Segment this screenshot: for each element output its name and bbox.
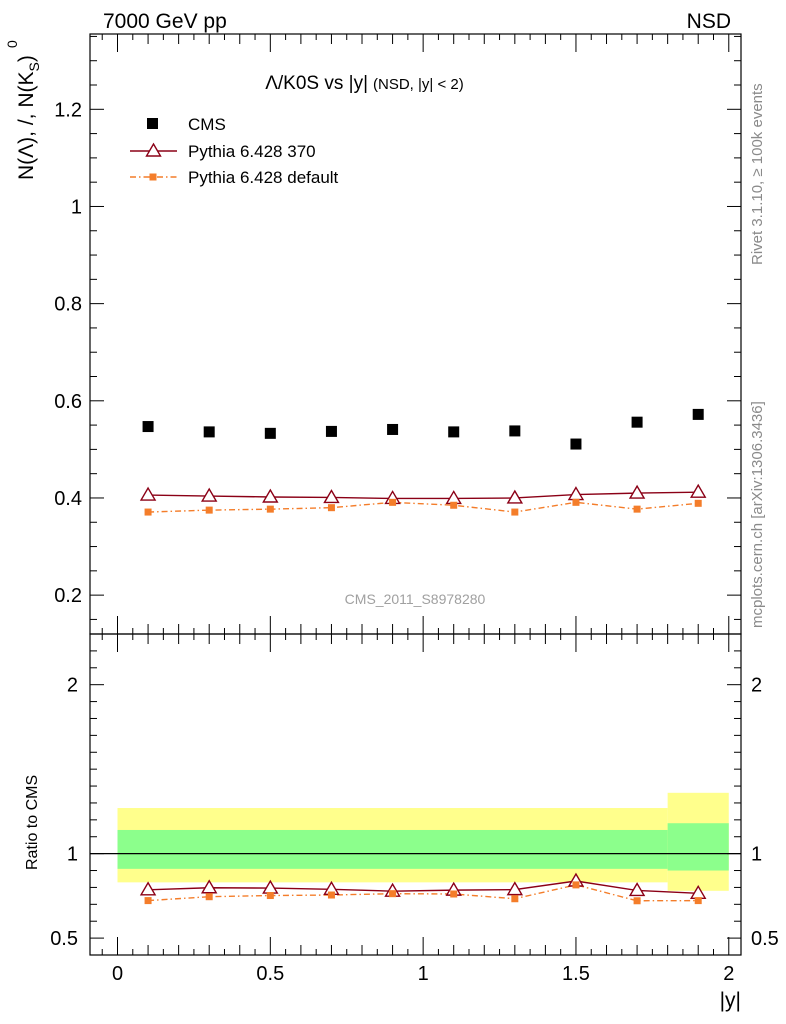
pythia-default-point: [450, 501, 458, 509]
cms-data-point: [142, 421, 154, 433]
main-title: Λ/K0S vs |y|: [265, 73, 368, 94]
ratio-plot-marks: [90, 792, 741, 905]
ratio-pythia-default-point: [389, 890, 397, 898]
rivet-version-label: Rivet 3.1.10, ≥ 100k events: [749, 83, 766, 265]
pythia-370-point: [567, 486, 585, 501]
legend-marker-pythia-default: [149, 173, 157, 181]
ratio-y-tick-label-right: 0.5: [751, 928, 779, 950]
main-title-suffix: (NSD, |y| < 2): [373, 76, 464, 93]
ratio-pythia-default-point: [511, 895, 519, 903]
ratio-pythia-default-point: [144, 897, 152, 905]
ratio-y-tick-label-right: 1: [751, 844, 762, 866]
ratio-pythia-default-point: [450, 890, 458, 898]
pythia-370-point: [200, 487, 218, 502]
ratio-y-tick-label: 2: [67, 675, 78, 697]
header-process-label: NSD: [687, 10, 731, 33]
pythia-370-point: [689, 483, 707, 498]
ratio-pythia-370-line: [148, 880, 699, 895]
ratio-y-tick-label: 0.5: [50, 928, 78, 950]
ratio-pythia-default-point: [327, 891, 335, 899]
pythia-default-point: [205, 506, 213, 514]
ratio-pythia-370-point: [628, 882, 646, 897]
main-y-tick-label: 0.4: [54, 488, 82, 510]
pythia-default-point: [144, 508, 152, 516]
main-y-axis-label-close: ): [15, 55, 38, 62]
x-tick-label: 0.5: [256, 963, 284, 985]
pythia-default-point: [572, 498, 580, 506]
ratio-pythia-default-point: [572, 881, 580, 889]
legend-label-pythia-default: Pythia 6.428 default: [188, 168, 339, 187]
ratio-panel-frame: [89, 633, 742, 956]
ratio-y-axis-label: Ratio to CMS: [24, 775, 41, 870]
ratio-pythia-default-point: [694, 897, 702, 905]
cms-data-point: [387, 423, 399, 435]
pythia-default-point: [327, 504, 335, 512]
legend-marker-cms: [147, 118, 158, 129]
pythia-370-point: [506, 489, 524, 504]
ratio-uncertainty-band-inner: [667, 823, 729, 871]
x-tick-label: 1: [418, 963, 429, 985]
pythia-default-point: [389, 498, 397, 506]
main-y-tick-label: 1: [71, 196, 82, 218]
ratio-pythia-default-line: [148, 884, 699, 902]
x-tick-label: 2: [723, 963, 734, 985]
cms-data-point: [692, 408, 704, 420]
legend-label-pythia-370: Pythia 6.428 370: [188, 142, 316, 161]
legend-marker-pythia-370: [145, 142, 162, 157]
main-y-tick-label: 0.8: [54, 294, 82, 316]
ratio-x-ticks: 0 0.5 1 1.5 2: [101, 634, 734, 985]
main-y-axis-label: N(Λ), /, N(KS): [15, 55, 42, 180]
header-energy-label: 7000 GeV pp: [103, 10, 227, 33]
pythia-default-point: [266, 505, 274, 513]
main-title-text: Λ/K0S vs |y|: [265, 73, 368, 94]
pythia-370-point: [628, 484, 646, 499]
cms-data-point: [203, 426, 215, 438]
ratio-uncertainty-band-inner: [117, 829, 668, 869]
main-watermark: CMS_2011_S8978280: [345, 591, 486, 607]
ratio-pythia-370-point: [139, 881, 157, 896]
x-tick-label: 0: [112, 963, 123, 985]
x-axis-label: |y|: [720, 989, 741, 1012]
pythia-default-point: [694, 499, 702, 507]
main-y-tick-label: 0.6: [54, 391, 82, 413]
ratio-pythia-default-point: [633, 897, 641, 905]
ratio-pythia-default-point: [205, 893, 213, 901]
cms-data-point: [325, 425, 337, 437]
legend: CMS Pythia 6.428 370 Pythia 6.428 defaul…: [130, 115, 339, 187]
pythia-default-point: [633, 505, 641, 513]
main-y-ticks: 0.2 0.4 0.6 0.8 1 1.2: [54, 35, 741, 620]
mcplots-reference-label: mcplots.cern.ch [arXiv:1306.3436]: [749, 401, 766, 628]
cms-data-point: [264, 427, 276, 439]
ratio-y-tick-label-right: 2: [751, 675, 762, 697]
legend-label-cms: CMS: [188, 115, 226, 134]
cms-data-point: [570, 438, 582, 450]
ratio-panel: 0.5 0.5 1 1 2 2 0 0.5 1 1.5 2 Ratio to CMS |y|: [24, 633, 779, 1012]
cms-data-point: [448, 426, 460, 438]
pythia-370-point: [323, 489, 340, 504]
pythia-370-point: [445, 490, 462, 505]
cms-data-point: [509, 425, 521, 437]
ratio-y-ticks: 0.5 0.5 1 1 2 2: [50, 650, 779, 950]
main-x-ticks: [101, 34, 730, 634]
main-plot-marks: [139, 408, 707, 516]
pythia-default-point: [511, 508, 519, 516]
x-tick-label: 1.5: [562, 963, 590, 985]
ratio-y-tick-label: 1: [67, 844, 78, 866]
cms-data-point: [631, 416, 643, 428]
pythia-370-line: [148, 491, 699, 500]
main-y-axis-label-sub: S: [26, 62, 42, 71]
main-y-tick-label: 0.2: [54, 585, 82, 607]
main-y-axis-label-sup: 0: [4, 40, 20, 48]
pythia-370-point: [262, 488, 279, 503]
ratio-pythia-370-point: [262, 879, 279, 894]
pythia-370-point: [139, 486, 157, 501]
main-y-tick-label: 1.2: [54, 99, 82, 121]
ratio-pythia-370-point: [200, 879, 218, 894]
main-panel: 0.2 0.4 0.6 0.8 1 1.2 Λ/K0S vs |y| (NSD, |y| …: [4, 33, 742, 635]
pythia-default-line: [148, 501, 699, 513]
ratio-pythia-370-point: [506, 881, 524, 896]
main-y-axis-label-text: N(Λ), /, N(K: [15, 71, 38, 180]
ratio-pythia-default-point: [266, 892, 274, 900]
